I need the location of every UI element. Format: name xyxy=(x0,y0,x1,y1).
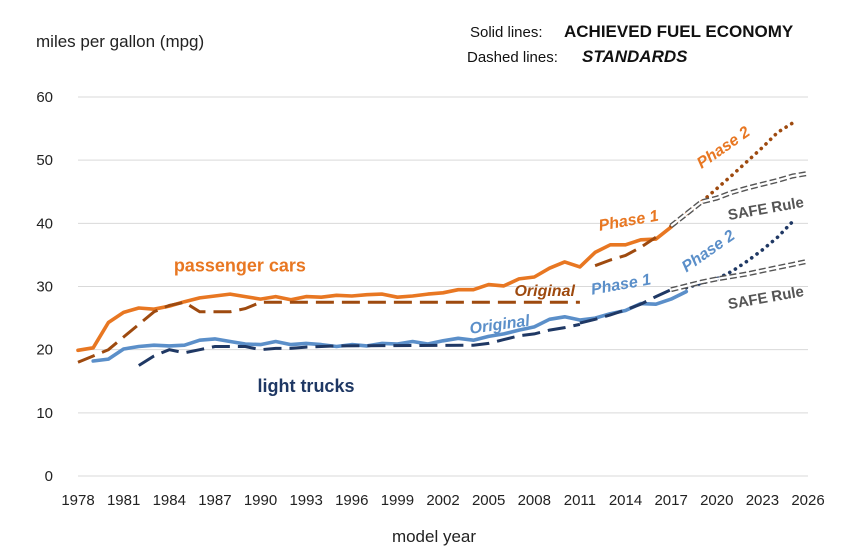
series-line-cars-safe-rule xyxy=(669,170,809,228)
y-tick-label: 40 xyxy=(36,215,53,232)
y-tick-label: 60 xyxy=(36,89,53,106)
x-tick-label: 1987 xyxy=(198,492,231,509)
series-line-passenger-cars xyxy=(76,225,673,353)
x-tick-label: 2017 xyxy=(654,492,687,509)
series-line-cars-phase-1-standard xyxy=(594,235,657,268)
annotation-safe-rule: SAFE Rule xyxy=(727,283,805,313)
legend-solid-value: ACHIEVED FUEL ECONOMY xyxy=(564,22,794,41)
series-core xyxy=(670,260,809,291)
annotation-phase-1: Phase 1 xyxy=(590,271,653,298)
x-tick-label: 1978 xyxy=(61,492,94,509)
annotation-passenger-cars: passenger cars xyxy=(174,255,306,275)
annotation-original: Original xyxy=(514,283,575,300)
x-tick-label: 2011 xyxy=(564,492,596,509)
x-tick-label: 1981 xyxy=(107,492,140,509)
series-line-trucks-safe-rule xyxy=(670,258,809,293)
series-line-trucks-phase-1-standard xyxy=(579,288,672,325)
x-tick-label: 1999 xyxy=(381,492,414,509)
y-tick-label: 0 xyxy=(45,468,53,485)
x-axis-title: model year xyxy=(392,527,476,546)
annotation-safe-rule: SAFE Rule xyxy=(727,194,805,224)
x-tick-label: 1993 xyxy=(289,492,322,509)
x-tick-label: 2014 xyxy=(609,492,642,509)
annotation-phase-2: Phase 2 xyxy=(694,124,753,173)
x-tick-label: 2020 xyxy=(700,492,733,509)
series-core xyxy=(670,172,809,227)
x-tick-label: 2008 xyxy=(518,492,551,509)
y-tick-label: 30 xyxy=(36,279,53,296)
y-tick-label: 50 xyxy=(36,152,53,169)
annotations: passenger cars light trucks Original Phase … xyxy=(174,124,805,396)
axes: 0 10 20 30 40 50 60 1978 1981 1984 1987 1990 1993 199… xyxy=(36,89,824,509)
annotation-phase-1: Phase 1 xyxy=(597,208,660,235)
y-tick-label: 20 xyxy=(36,342,53,359)
legend-dashed-key: Dashed lines: xyxy=(467,49,558,66)
annotation-phase-2: Phase 2 xyxy=(679,227,738,276)
annotation-light-trucks: light trucks xyxy=(257,376,354,396)
series-group xyxy=(76,121,809,367)
series-line-trucks-original-standard xyxy=(138,322,581,367)
legend-dashed-value: STANDARDS xyxy=(582,47,688,66)
x-tick-label: 2002 xyxy=(426,492,459,509)
x-tick-label: 2023 xyxy=(746,492,779,509)
x-tick-label: 1996 xyxy=(335,492,368,509)
legend-solid-key: Solid lines: xyxy=(470,24,543,41)
x-tick-label: 2005 xyxy=(472,492,505,509)
y-axis-title: miles per gallon (mpg) xyxy=(36,32,204,51)
x-tick-label: 2026 xyxy=(791,492,824,509)
y-tick-label: 10 xyxy=(36,405,53,422)
series-line-cars-original-standard xyxy=(77,300,580,364)
x-tick-label: 1990 xyxy=(244,492,277,509)
series-line-light-trucks xyxy=(91,289,689,363)
x-tick-label: 1984 xyxy=(153,492,186,509)
